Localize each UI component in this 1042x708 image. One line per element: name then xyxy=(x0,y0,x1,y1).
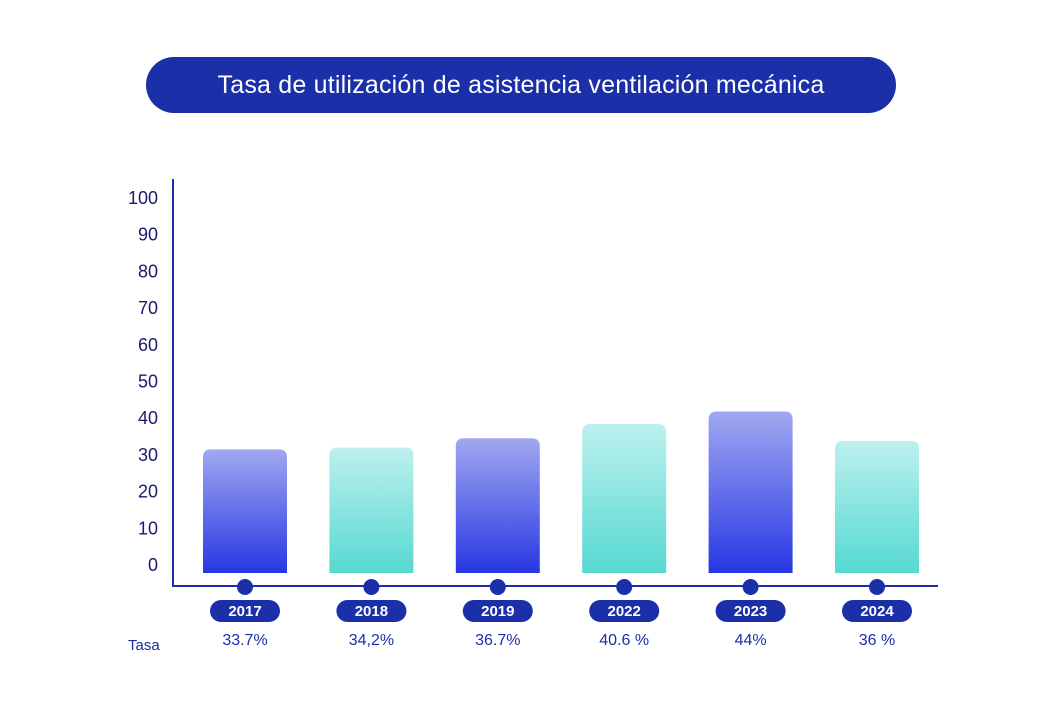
x-marker-2017 xyxy=(237,579,253,595)
year-label-2018: 2018 xyxy=(355,603,388,620)
rate-label-2022: 40.6 % xyxy=(599,632,649,649)
x-axis-markers xyxy=(237,579,885,595)
year-label-2017: 2017 xyxy=(228,603,261,620)
year-label-2019: 2019 xyxy=(481,603,514,620)
rate-label-2017: 33.7% xyxy=(222,632,267,649)
y-tick-label: 90 xyxy=(138,225,158,245)
y-tick-label: 40 xyxy=(138,408,158,428)
bar-2019 xyxy=(455,438,540,573)
rate-label-2024: 36 % xyxy=(859,632,895,649)
chart-title: Tasa de utilización de asistencia ventil… xyxy=(217,70,825,99)
x-marker-2022 xyxy=(616,579,633,595)
y-tick-label: 60 xyxy=(138,335,158,355)
y-tick-label: 10 xyxy=(138,518,158,538)
chart-title-pill: Tasa de utilización de asistencia ventil… xyxy=(146,57,896,113)
year-label-2024: 2024 xyxy=(860,603,894,620)
year-badge-2019 xyxy=(462,600,533,622)
bar-2022 xyxy=(582,423,667,573)
rate-labels: 33.7% 34,2% 36.7% 40.6 % 44% 36 % xyxy=(222,632,895,649)
year-badges: 2017 2018 2019 2022 2023 2024 xyxy=(210,600,912,622)
bars xyxy=(203,411,919,573)
y-tick-label: 100 xyxy=(128,188,158,208)
rate-label-2019: 36.7% xyxy=(475,632,520,649)
y-tick-label: 80 xyxy=(138,261,158,281)
bar-2018 xyxy=(329,447,414,573)
x-marker-2018 xyxy=(363,579,380,595)
year-badge-2022 xyxy=(589,600,660,622)
year-badge-2024 xyxy=(842,600,912,622)
row-label-tasa: Tasa xyxy=(128,637,160,654)
x-marker-2024 xyxy=(869,579,885,595)
y-axis-ticks: 0 10 20 30 40 50 60 70 80 90 100 xyxy=(128,188,158,575)
year-badge-2023 xyxy=(715,600,786,622)
rate-label-2023: 44% xyxy=(735,632,767,649)
year-label-2023: 2023 xyxy=(734,603,767,620)
y-tick-label: 0 xyxy=(148,555,158,575)
x-marker-2019 xyxy=(489,579,506,595)
y-tick-label: 30 xyxy=(138,445,158,465)
year-badge-2018 xyxy=(336,600,407,622)
bar-2017 xyxy=(203,449,287,573)
rate-label-2018: 34,2% xyxy=(349,632,394,649)
year-badge-2017 xyxy=(210,600,280,622)
y-tick-label: 50 xyxy=(138,372,158,392)
y-tick-label: 70 xyxy=(138,298,158,318)
year-label-2022: 2022 xyxy=(608,603,641,620)
bar-2023 xyxy=(708,411,793,573)
x-marker-2023 xyxy=(742,579,759,595)
y-tick-label: 20 xyxy=(138,482,158,502)
bar-2024 xyxy=(835,440,919,573)
